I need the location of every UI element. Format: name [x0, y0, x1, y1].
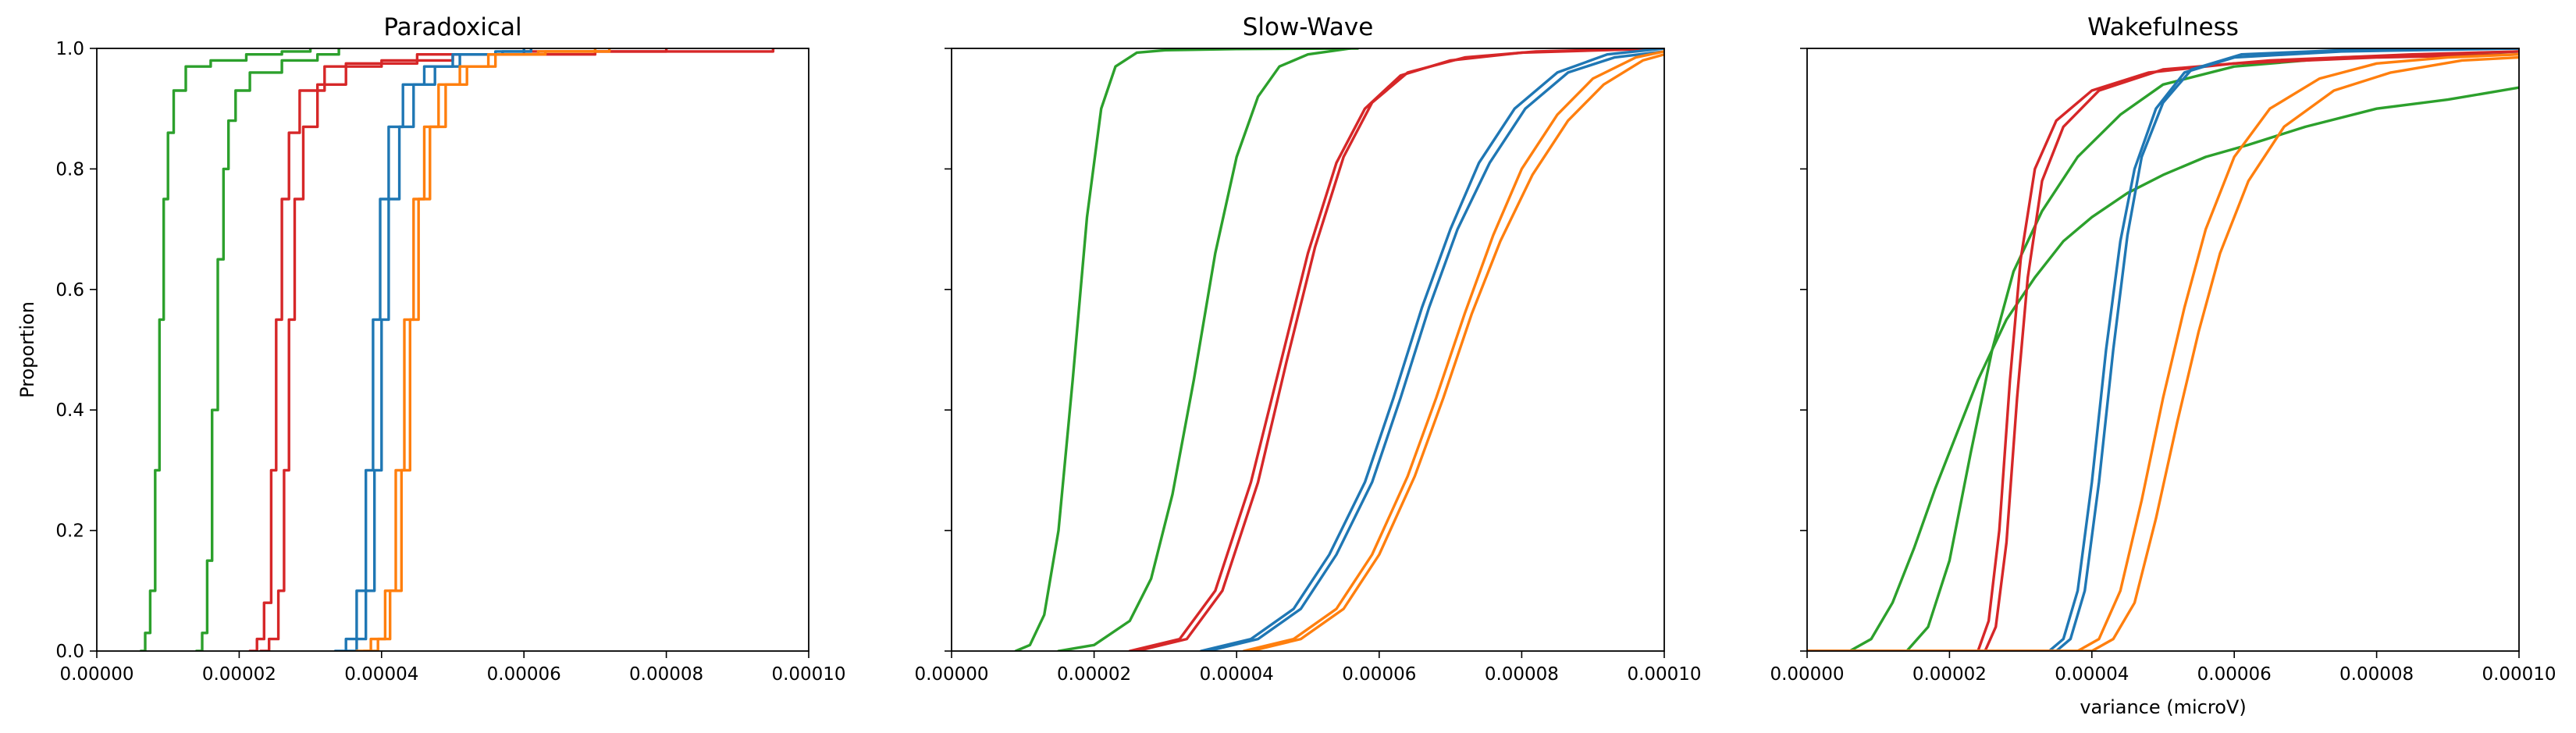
- y-tick-label: 0.2: [55, 521, 84, 542]
- x-tick-label: 0.00008: [1485, 664, 1559, 685]
- series-line-red-3: [1807, 53, 2519, 651]
- x-tick-label: 0.00006: [1342, 664, 1416, 685]
- plot-frame: [96, 48, 809, 652]
- series-line-red-3: [1128, 48, 1664, 651]
- series-line-blue-6: [1807, 48, 2519, 651]
- x-tick-label: 0.00002: [1912, 664, 1987, 685]
- series-line-green-2: [195, 48, 340, 651]
- y-tick-label: 0.0: [55, 642, 84, 662]
- series-line-orange-7: [1807, 53, 2519, 651]
- y-tick-label: 0.8: [55, 159, 84, 180]
- chart-title: Paradoxical: [383, 13, 521, 41]
- x-tick-label: 0.00010: [2482, 664, 2556, 685]
- y-tick-label: 0.4: [55, 400, 84, 421]
- series-line-orange-8: [362, 48, 611, 651]
- series-line-green-1: [1807, 86, 2519, 651]
- series-line-blue-6: [1207, 50, 1664, 651]
- x-tick-label: 0.00000: [914, 664, 988, 685]
- plot-frame: [1806, 48, 2520, 652]
- plot-frame: [951, 48, 1665, 652]
- series-line-green-1: [1014, 48, 1360, 651]
- panel-3: 0.00000 0.00002 0.00004 0.00006 0.00008 0.000…: [1770, 13, 2556, 718]
- y-tick-label: 1.0: [55, 39, 84, 59]
- series-line-orange-8: [1249, 53, 1664, 651]
- x-tick-label: 0.00008: [2339, 664, 2414, 685]
- x-tick-label: 0.00000: [1770, 664, 1844, 685]
- x-tick-label: 0.00004: [2055, 664, 2129, 685]
- series-line-red-4: [1135, 48, 1664, 651]
- series-line-blue-5: [1199, 48, 1664, 651]
- x-tick-label: 0.00006: [487, 664, 561, 685]
- x-tick-label: 0.00004: [1200, 664, 1274, 685]
- series-line-orange-7: [355, 48, 597, 651]
- series-line-green-1: [139, 48, 312, 651]
- x-tick-label: 0.00010: [1627, 664, 1701, 685]
- x-tick-label: 0.00010: [771, 664, 845, 685]
- x-tick-label: 0.00006: [2197, 664, 2272, 685]
- panel-1: 0.00000 0.00002 0.00004 0.00006 0.00008 0.000…: [16, 13, 846, 685]
- series-line-blue-6: [344, 48, 532, 651]
- x-tick-label: 0.00000: [59, 664, 133, 685]
- x-tick-label: 0.00002: [1057, 664, 1131, 685]
- series-line-blue-5: [1807, 48, 2519, 651]
- x-tick-label: 0.00002: [202, 664, 276, 685]
- y-tick-label: 0.6: [55, 280, 84, 301]
- x-tick-label: 0.00004: [344, 664, 418, 685]
- series-line-green-2: [1057, 48, 1352, 651]
- x-tick-label: 0.00008: [629, 664, 703, 685]
- series-line-red-3: [248, 48, 775, 651]
- panel-2: 0.00000 0.00002 0.00004 0.00006 0.00008 0.000…: [914, 13, 1701, 685]
- y-axis-label: Proportion: [16, 301, 38, 398]
- series-line-red-4: [259, 48, 668, 651]
- series-line-red-4: [1807, 50, 2519, 651]
- series-line-green-2: [1807, 50, 2519, 651]
- x-axis-label: variance (microV): [2080, 696, 2246, 718]
- chart-title: Slow-Wave: [1243, 13, 1374, 41]
- chart-title: Wakefulness: [2087, 13, 2239, 41]
- series-line-orange-8: [1807, 55, 2519, 651]
- series-line-orange-7: [1242, 50, 1664, 651]
